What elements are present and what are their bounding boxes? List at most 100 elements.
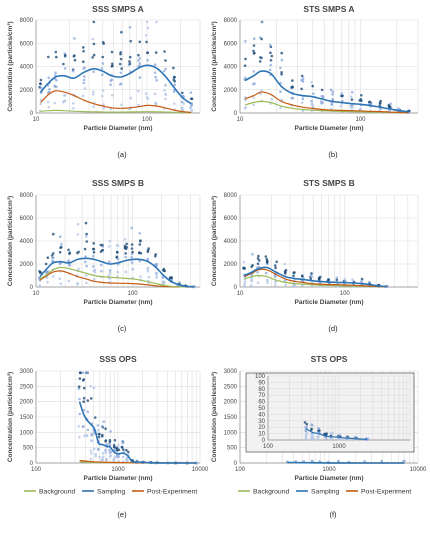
sampling-data-point [99,250,103,253]
sampling-data-point [116,270,120,274]
chart-title: SSS OPS [99,354,137,364]
sampling-data-point [273,264,277,267]
sampling-data-point [145,20,149,24]
sampling-data-point [300,101,304,105]
sampling-data-point [76,282,79,286]
sampling-data-point [50,254,54,257]
sampling-data-point [270,54,274,58]
sampling-data-point [244,76,247,80]
sampling-data-point [96,428,100,432]
sampling-data-point [155,273,158,277]
sampling-data-point [252,49,255,53]
sampling-data-point [161,276,165,279]
sampling-data-point [138,57,142,60]
sampling-data-point [77,267,80,271]
sampling-data-point [378,101,382,104]
sampling-data-point [304,426,307,429]
sampling-data-point [72,107,75,110]
sampling-data-point [138,259,141,263]
y-tick-label: 6000 [224,216,238,222]
y-tick-label: 500 [23,446,34,452]
sampling-data-point [92,20,96,24]
sampling-data-point [82,400,85,404]
sampling-data-point [38,284,41,287]
sampling-data-point [92,53,96,57]
sampling-data-point [125,458,128,462]
sampling-data-point [303,421,307,424]
sampling-data-point [108,448,111,452]
x-axis-label: Particle Diameter (nm) [295,125,364,132]
x-axis-label: Particle Diameter (nm) [84,299,153,306]
sampling-data-point [85,433,88,437]
sampling-data-point [58,235,62,238]
y-tick-label: 8000 [20,18,34,24]
sampling-data-point [309,277,313,281]
sampling-data-point [330,103,334,106]
sampling-data-point [120,30,123,34]
y-tick-label: 6000 [224,41,238,47]
sampling-data-point [117,444,120,447]
sampling-data-point [120,103,123,107]
sampling-data-point [335,276,339,280]
x-tick-label: 10 [33,117,40,123]
sampling-data-point [304,437,308,440]
inset-x-tick-label: 100 [263,444,274,450]
sampling-data-point [310,434,314,437]
sampling-data-point [68,263,71,267]
sampling-data-point [310,99,313,103]
sampling-data-point [109,450,113,454]
sampling-data-point [104,439,108,442]
y-tick-label: 3000 [20,369,34,375]
chart-title: STS OPS [311,354,348,364]
sampling-data-point [78,397,81,401]
sampling-data-point [300,74,304,78]
y-tick-label: 4000 [20,239,34,245]
sampling-data-point [244,40,247,43]
sampling-data-point [93,270,97,274]
sampling-data-point [115,447,119,451]
sampling-data-point [280,58,284,62]
sampling-data-point [274,266,277,270]
sampling-data-point [77,385,81,389]
sampling-data-point [102,42,105,45]
sampling-data-point [53,101,56,105]
sampling-data-point [265,260,269,264]
sampling-data-point [180,100,184,104]
sampling-data-point [83,386,86,390]
sampling-data-point [99,243,103,247]
sampling-data-point [351,278,354,281]
sampling-data-point [91,56,94,59]
sampling-data-point [312,92,315,95]
sampling-data-point [82,396,86,400]
sampling-data-point [181,108,184,111]
y-tick-label: 0 [30,111,34,117]
inset-y-tick-label: 70 [258,393,265,399]
sampling-data-point [105,458,108,461]
sampling-data-point [305,422,309,426]
sampling-data-point [335,278,339,282]
sampling-data-point [47,76,50,80]
sampling-data-point [130,255,133,259]
panel-label: (a) [117,150,127,159]
sampling-data-point [92,265,95,268]
sampling-data-point [112,458,115,462]
sampling-data-point [153,63,157,66]
sampling-data-point [116,257,120,261]
sampling-data-point [113,439,117,442]
sampling-data-point [82,425,85,428]
sampling-data-point [310,272,313,275]
sampling-data-point [172,78,176,81]
sampling-data-point [96,424,100,427]
sampling-data-point [164,59,167,62]
sampling-data-point [76,222,80,226]
y-tick-label: 2500 [224,384,238,390]
sampling-data-point [77,250,80,254]
inset-y-tick-label: 40 [258,412,265,418]
y-axis-label: Concentration (particles/cm³) [7,196,14,286]
sampling-data-point [86,371,89,375]
sampling-data-point [155,263,158,267]
x-axis-label: Particle Diameter (nm) [295,299,364,306]
sampling-data-point [82,378,86,381]
sampling-data-point [145,96,149,99]
